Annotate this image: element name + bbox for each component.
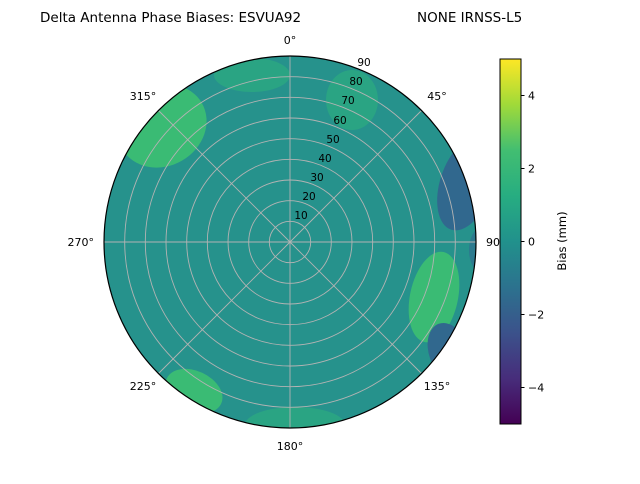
radial-tick-70: 70: [341, 95, 354, 107]
contour-region-north-soft-green: [214, 58, 290, 92]
polar-grid-spokes: [104, 56, 476, 428]
angular-tick-labels: 0° 45° 90 135° 180° 225° 270° 315°: [68, 34, 501, 453]
colorbar: 4 2 0 −2 −4 Bias (mm): [499, 58, 569, 425]
contour-region-ne-soft-green: [326, 70, 378, 130]
radial-tick-labels: 10 20 30 40 50 60 70 80 90: [294, 57, 370, 222]
colorbar-tick-labels: 4 2 0 −2 −4: [528, 90, 544, 395]
radial-tick-10: 10: [294, 210, 307, 222]
angular-tick-315: 315°: [130, 90, 157, 103]
radial-tick-60: 60: [333, 115, 346, 127]
colorbar-tick-neg4: −4: [528, 382, 544, 395]
contour-region-east-green: [408, 251, 460, 343]
radial-tick-20: 20: [302, 191, 315, 203]
colorbar-gradient: [499, 58, 522, 425]
contour-region-south-soft-green: [245, 407, 345, 428]
radial-tick-30: 30: [310, 172, 323, 184]
angular-tick-270: 270°: [68, 236, 95, 249]
polar-outline: [103, 55, 477, 429]
contour-region-east-dark: [469, 228, 476, 272]
chart-title: Delta Antenna Phase Biases: ESVUA92: [40, 10, 301, 26]
angular-tick-45: 45°: [427, 90, 447, 103]
radial-tick-90: 90: [357, 57, 370, 69]
angular-tick-90: 90: [486, 236, 500, 249]
radial-tick-40: 40: [318, 153, 331, 165]
colorbar-tick-0: 0: [528, 236, 535, 249]
colorbar-axis-label: Bias (mm): [555, 211, 569, 270]
angular-tick-135: 135°: [424, 380, 451, 393]
colorbar-tick-neg2: −2: [528, 309, 544, 322]
colorbar-tick-marks: [521, 95, 525, 388]
colorbar-tick-4: 4: [528, 90, 535, 103]
colorbar-tick-2: 2: [528, 163, 535, 176]
radial-tick-80: 80: [349, 76, 362, 88]
angular-tick-0: 0°: [284, 34, 297, 47]
angular-tick-225: 225°: [130, 380, 157, 393]
chart-subtitle: NONE IRNSS-L5: [417, 10, 522, 26]
radial-tick-50: 50: [326, 134, 339, 146]
angular-tick-180: 180°: [277, 440, 304, 453]
